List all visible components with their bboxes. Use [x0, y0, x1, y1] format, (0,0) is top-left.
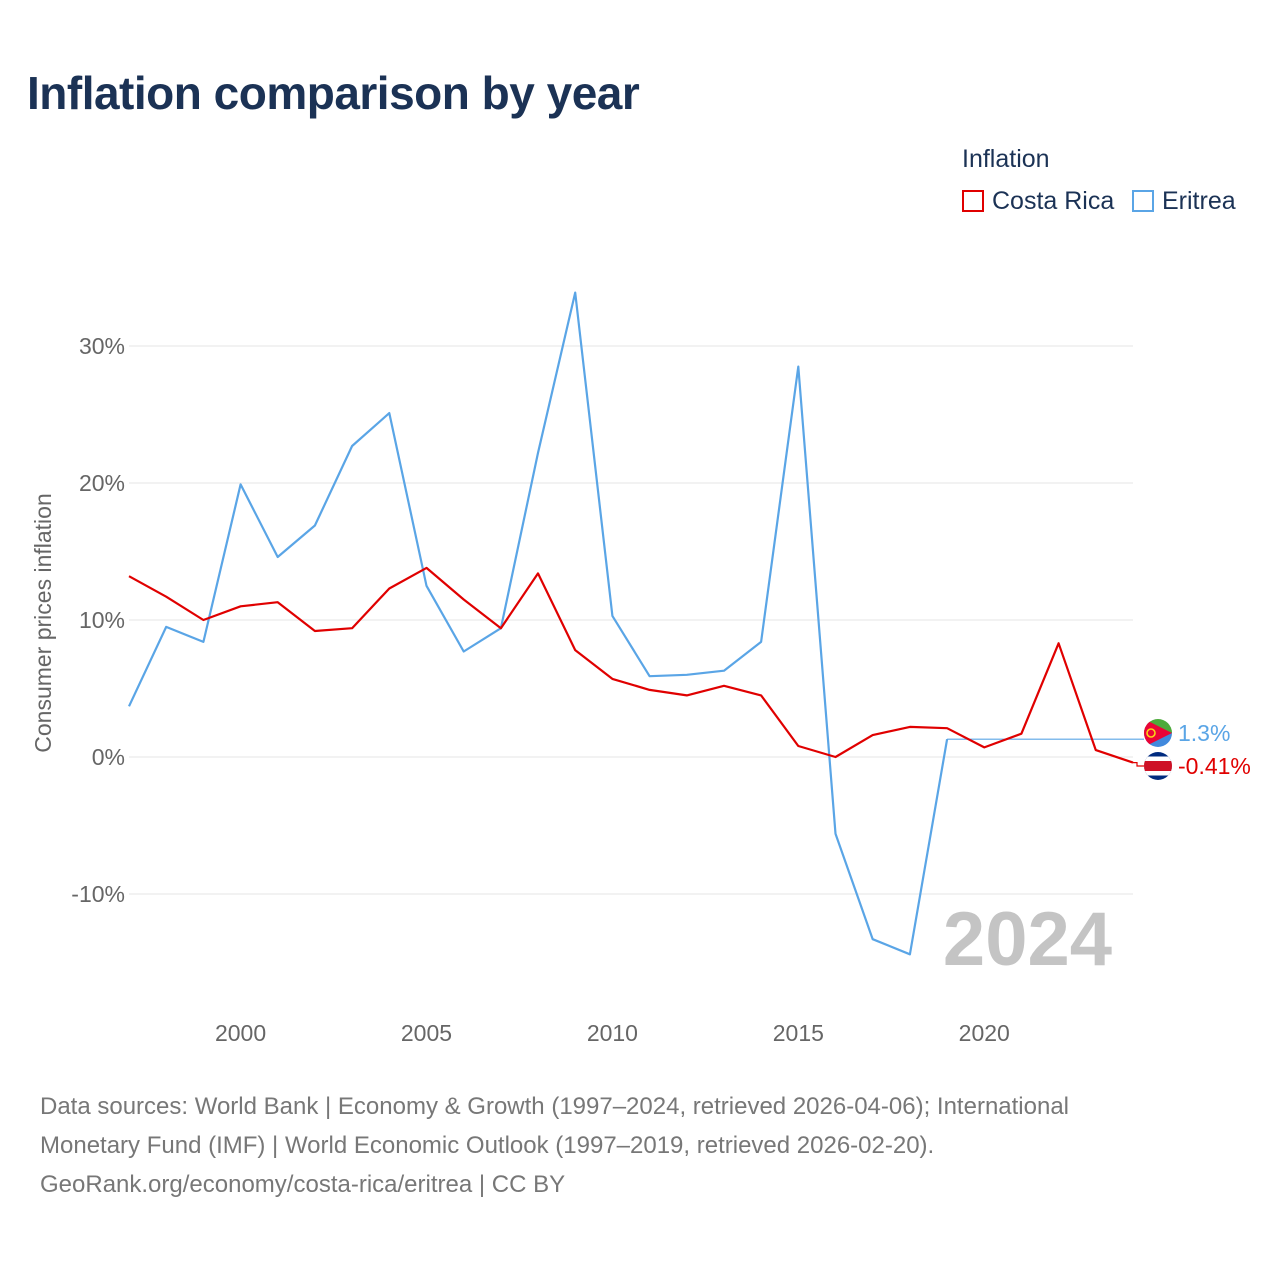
eritrea-flag-icon	[1144, 719, 1172, 747]
x-axis-ticks: 2000 2005 2010 2015 2020	[215, 1020, 1010, 1046]
series-lines	[128, 291, 1144, 956]
x-tick-label: 2005	[401, 1020, 452, 1046]
end-label-costa-rica: -0.41%	[1178, 753, 1251, 779]
chart-title: Inflation comparison by year	[27, 67, 640, 119]
x-tick-label: 2015	[773, 1020, 824, 1046]
y-tick-label: 30%	[79, 333, 125, 359]
y-tick-label: 20%	[79, 470, 125, 496]
x-tick-label: 2020	[959, 1020, 1010, 1046]
x-tick-label: 2000	[215, 1020, 266, 1046]
series-line-costa-rica[interactable]	[128, 566, 1134, 764]
costa-rica-flag-icon	[1144, 752, 1172, 780]
y-tick-label: 10%	[79, 607, 125, 633]
y-axis-ticks: 30% 20% 10% 0% -10%	[71, 333, 125, 907]
legend-swatch-eritrea	[1132, 190, 1154, 212]
legend-title: Inflation	[962, 145, 1050, 173]
series-connector-costa-rica	[1133, 762, 1144, 767]
legend-item-eritrea[interactable]: Eritrea	[1132, 186, 1236, 216]
end-label-eritrea: 1.3%	[1178, 720, 1230, 746]
legend-label-eritrea: Eritrea	[1162, 186, 1236, 215]
source-line-1: Data sources: World Bank | Economy & Gro…	[40, 1093, 1070, 1120]
data-source-note: Data sources: World Bank | Economy & Gro…	[40, 1087, 1240, 1204]
legend-item-costa-rica[interactable]: Costa Rica	[962, 186, 1114, 216]
y-tick-label: -10%	[71, 881, 125, 907]
source-line-2: Monetary Fund (IMF) | World Economic Out…	[40, 1132, 935, 1159]
gridlines	[129, 345, 1133, 895]
year-watermark: 2024	[943, 897, 1112, 982]
y-axis-label: Consumer prices inflation	[30, 493, 56, 753]
y-tick-label: 0%	[92, 744, 125, 770]
x-tick-label: 2010	[587, 1020, 638, 1046]
source-line-3[interactable]: GeoRank.org/economy/costa-rica/eritrea |…	[40, 1171, 566, 1198]
legend-label-costa-rica: Costa Rica	[992, 186, 1115, 215]
legend-swatch-costa-rica	[962, 190, 984, 212]
series-line-eritrea[interactable]	[128, 291, 949, 956]
line-chart: 30% 20% 10% 0% -10% 2000 2005 2010 2015 2020 Con…	[30, 291, 1251, 1046]
